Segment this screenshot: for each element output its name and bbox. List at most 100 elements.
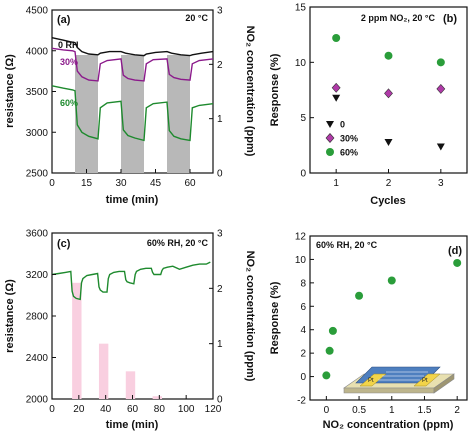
panel-c-ytick-label-0: 2000 — [26, 395, 49, 406]
panel-c-xtick-label-5: 100 — [178, 404, 195, 415]
panel-d-point-0-0 — [322, 371, 331, 380]
panel-d-annotation: 60% RH, 20 °C — [316, 240, 378, 250]
panel-c-xtick-label-6: 120 — [205, 404, 222, 415]
panel-b-legend-marker-2 — [326, 148, 334, 156]
panel-a-series-label-2: 60% — [60, 98, 78, 108]
panel-c-no2-bar-2 — [125, 371, 136, 399]
panel-d-ytick-label-5: 8 — [300, 278, 306, 289]
panel-d-point-0-5 — [453, 258, 462, 267]
panel-b-label: (b) — [443, 13, 457, 25]
panel-c-xtick-label-4: 80 — [154, 404, 166, 415]
panel-d-xtick-label-2: 1 — [389, 405, 395, 416]
panel-b-point-2-0 — [332, 33, 341, 42]
panel-c-xtick-label-3: 60 — [127, 404, 139, 415]
panel-a-series-label-1: 30% — [60, 57, 78, 67]
panel-c-y2tick-label-1: 1 — [217, 339, 223, 350]
panel-c-no2-bar-0 — [72, 282, 82, 399]
device-electrode-left — [359, 373, 387, 387]
panel-a-y2tick-label-1: 1 — [217, 114, 223, 125]
panel-c-ytick-label-4: 3600 — [26, 229, 49, 240]
panel-a-series-line-0 — [51, 37, 214, 57]
panel-c-y2label: NO₂ concentration (ppm) — [244, 251, 256, 382]
panel-a-ytick-label-3: 4000 — [26, 46, 49, 57]
panel-c-ytick-label-2: 2800 — [26, 312, 49, 323]
panel-b-annotation: 2 ppm NO₂, 20 °C — [361, 13, 436, 23]
panel-b-ytick-label-3: 15 — [295, 3, 307, 14]
panel-a-ylabel: resistance (Ω) — [4, 54, 16, 128]
panel-c-annotation: 60% RH, 20 °C — [147, 238, 209, 248]
panel-a-xtick-label-1: 15 — [81, 178, 93, 189]
panel-c-no2-bar-1 — [98, 343, 109, 399]
panel-c-y2tick-label-3: 3 — [217, 229, 223, 240]
panel-d-point-0-2 — [328, 326, 337, 335]
panel-d-ytick-label-3: 4 — [300, 325, 306, 336]
panel-a-xlabel: time (min) — [106, 194, 159, 206]
panel-a-xtick-label-4: 60 — [184, 178, 196, 189]
panel-d-ytick-label-4: 6 — [300, 302, 306, 313]
panel-a-no2-pulse-0 — [75, 55, 98, 173]
panel-c-label: (c) — [57, 238, 71, 250]
panel-c-series-line-0 — [51, 261, 211, 301]
panel-a-y2label: NO₂ concentration (ppm) — [244, 26, 256, 157]
panel-c-ytick-label-3: 3200 — [26, 270, 49, 281]
panel-b-ytick-label-0: 0 — [300, 169, 306, 180]
device-substrate-side — [343, 387, 435, 394]
panel-d-xtick-label-0: 0 — [324, 405, 330, 416]
panel-b-legend-label-0: 0 — [340, 120, 345, 130]
panel-d-ytick-label-0: -2 — [297, 396, 306, 407]
panel-b-ytick-label-1: 5 — [300, 113, 306, 124]
panel-c-xtick-label-1: 20 — [73, 404, 85, 415]
panel-b-xtick-label-2: 3 — [438, 178, 444, 189]
panel-b-point-2-1 — [384, 51, 393, 60]
panel-b-point-0-0 — [332, 94, 341, 102]
device-electrode-right — [413, 373, 441, 387]
panel-c-y2tick-label-0: 0 — [217, 395, 223, 406]
panel-c-y2tick-label-2: 2 — [217, 284, 223, 295]
panel-c-xtick-label-0: 0 — [49, 404, 55, 415]
panel-a-no2-pulse-2 — [167, 55, 190, 173]
panel-a-ytick-label-4: 4500 — [26, 6, 49, 17]
panel-a-label: (a) — [57, 14, 71, 26]
panel-a-y2tick-label-3: 3 — [217, 6, 223, 17]
panel-d-xlabel: NO₂ concentration (ppm) — [323, 419, 454, 431]
panel-b-point-1-0 — [331, 82, 341, 93]
panel-a-xtick-label-2: 30 — [115, 178, 127, 189]
panel-a-series-line-2 — [51, 85, 214, 142]
panel-d-xtick-label-1: 0.5 — [352, 405, 366, 416]
panel-b-xtick-label-0: 1 — [333, 178, 339, 189]
panel-a-annotation: 20 °C — [185, 13, 208, 23]
panel-d-xtick-label-4: 2 — [454, 405, 460, 416]
panel-b-legend-marker-0 — [326, 121, 334, 128]
panel-c-xlabel: time (min) — [106, 419, 159, 431]
panel-d-point-0-3 — [355, 291, 364, 300]
device-label-left: Pt — [368, 378, 374, 384]
panel-a-ytick-label-2: 3500 — [26, 87, 49, 98]
panel-a: 0 15 30 45 60 2500 3000 3500 4000 4500 0 1 2 3 (a) 20… — [4, 6, 256, 207]
panel-d-ytick-label-1: 0 — [300, 372, 306, 383]
panel-a-ytick-label-1: 3000 — [26, 128, 49, 139]
panel-a-y2tick-label-0: 0 — [217, 169, 223, 180]
panel-d-point-0-4 — [387, 276, 396, 285]
panel-c-xtick-label-2: 40 — [100, 404, 112, 415]
panel-d-frame — [309, 235, 468, 401]
panel-b-ylabel: Response (%) — [269, 53, 281, 126]
device-label-right: Pt — [422, 378, 428, 384]
panel-c-ylabel: resistance (Ω) — [4, 279, 16, 353]
device-film-texture — [378, 371, 428, 381]
panel-c-ytick-label-1: 2400 — [26, 353, 49, 364]
panel-a-y2tick-label-2: 2 — [217, 60, 223, 71]
panel-b-legend-label-2: 60% — [340, 148, 358, 158]
panel-b-ytick-label-2: 10 — [295, 58, 307, 69]
panel-d-ytick-label-7: 12 — [295, 232, 307, 243]
panel-a-ytick-label-0: 2500 — [26, 169, 49, 180]
panel-b-legend-marker-1 — [325, 133, 335, 143]
panel-a-series-label-0: 0 RH — [58, 40, 79, 50]
panel-d-ytick-label-2: 2 — [300, 349, 306, 360]
panel-b-point-2-2 — [436, 58, 445, 67]
panel-b-xtick-label-1: 2 — [386, 178, 392, 189]
panel-b-point-1-1 — [384, 88, 393, 99]
panel-d: Pt Pt 0 0.5 1 1.5 2 -2 0 2 4 6 8 10 12 (d) 60% RH, 2… — [269, 232, 468, 431]
panel-d-point-0-1 — [325, 346, 334, 355]
panel-b-xlabel: Cycles — [370, 195, 405, 207]
panel-b-legend-label-1: 30% — [340, 134, 358, 144]
